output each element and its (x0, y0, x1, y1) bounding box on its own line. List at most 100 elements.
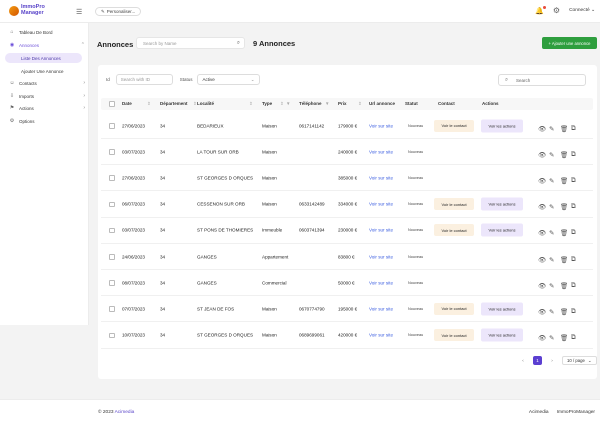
current-page-button[interactable]: 1 (533, 356, 542, 365)
row-checkbox[interactable] (109, 149, 115, 155)
duplicate-icon[interactable]: ⧉ (571, 176, 576, 184)
next-page-icon[interactable]: › (551, 358, 553, 363)
row-checkbox[interactable] (109, 227, 115, 234)
edit-icon[interactable]: ✎ (549, 256, 555, 264)
cell-url-link[interactable]: Voir sur site (369, 175, 393, 181)
duplicate-icon[interactable]: ⧉ (571, 307, 576, 315)
cell-url-link[interactable]: Voir sur site (369, 227, 393, 233)
view-contact-button[interactable]: Voir le contact (434, 224, 474, 237)
cell-url-link[interactable]: Voir sur site (369, 201, 393, 207)
view-icon[interactable]: 👁 (538, 256, 547, 264)
duplicate-icon[interactable]: ⧉ (571, 203, 576, 211)
edit-icon[interactable]: ✎ (549, 230, 555, 238)
personalize-button[interactable]: ✎ Personaliser... (95, 7, 142, 16)
edit-icon[interactable]: ✎ (549, 282, 555, 290)
cell-url-link[interactable]: Voir sur site (369, 123, 393, 128)
delete-icon[interactable]: 🗑 (560, 230, 569, 238)
table-search-input[interactable]: ⌕ Search (498, 74, 586, 86)
sort-prix-icon[interactable]: ⇕ (358, 101, 362, 106)
col-type[interactable]: Type (262, 101, 273, 106)
view-contact-button[interactable]: Voir le contact (434, 198, 474, 211)
page-size-select[interactable]: 10 / page ⌄ (562, 356, 597, 365)
logo[interactable]: ImmoPro Manager (9, 4, 45, 16)
status-select[interactable]: Active ⌄ (196, 74, 260, 85)
add-annonce-button[interactable]: + Ajouter une annonce (542, 37, 597, 49)
cell-url-link[interactable]: Voir sur site (369, 280, 393, 286)
view-contact-button[interactable]: Voir le contact (434, 119, 474, 132)
row-checkbox[interactable] (109, 332, 115, 339)
cell-url-link[interactable]: Voir sur site (369, 332, 393, 338)
sort-type-icon[interactable]: ⇕ (280, 101, 284, 106)
col-date[interactable]: Date (122, 101, 132, 106)
row-checkbox[interactable] (109, 201, 115, 208)
col-prix[interactable]: Prix (338, 101, 347, 106)
view-icon[interactable]: 👁 (538, 308, 547, 316)
duplicate-icon[interactable]: ⧉ (571, 124, 576, 132)
sidebar-item-options[interactable]: ⚙ Options (9, 118, 85, 124)
sidebar-subitem-ajouter-annonce[interactable]: Ajouter Une Annonce (5, 66, 82, 76)
user-status-menu[interactable]: Connecté ⌄ (569, 8, 595, 13)
delete-icon[interactable]: 🗑 (560, 308, 569, 316)
duplicate-icon[interactable]: ⧉ (571, 150, 576, 158)
row-checkbox[interactable] (109, 175, 115, 181)
sidebar-item-imports[interactable]: ⇩ Imports › (9, 93, 85, 99)
sidebar-item-actions[interactable]: ⚑ Actions › (9, 105, 85, 111)
view-icon[interactable]: 👁 (538, 177, 547, 185)
view-contact-button[interactable]: Voir le contact (434, 302, 474, 315)
row-checkbox[interactable] (109, 123, 115, 129)
delete-icon[interactable]: 🗑 (560, 282, 569, 290)
view-actions-button[interactable]: Voir les actions (481, 328, 523, 342)
name-search-input[interactable]: Search by Name ⌕ (136, 37, 245, 49)
menu-toggle-icon[interactable]: ☰ (76, 9, 83, 16)
view-icon[interactable]: 👁 (538, 125, 547, 133)
sort-date-icon[interactable]: ⇕ (147, 101, 151, 106)
view-actions-button[interactable]: Voir les actions (481, 223, 523, 237)
search-icon[interactable]: ⌕ (236, 40, 240, 46)
sort-departement-icon[interactable]: ⇕ (193, 101, 197, 106)
cell-url-link[interactable]: Voir sur site (369, 149, 393, 155)
duplicate-icon[interactable]: ⧉ (571, 255, 576, 263)
view-actions-button[interactable]: Voir les actions (481, 119, 523, 132)
footer-link-acimedia[interactable]: Acimedia (528, 410, 549, 415)
sidebar-subitem-liste-annonces[interactable]: Liste Des Annonces (5, 53, 82, 63)
duplicate-icon[interactable]: ⧉ (571, 229, 576, 237)
select-all-checkbox[interactable] (109, 101, 115, 107)
delete-icon[interactable]: 🗑 (560, 204, 569, 212)
edit-icon[interactable]: ✎ (549, 125, 555, 133)
delete-icon[interactable]: 🗑 (560, 151, 569, 159)
delete-icon[interactable]: 🗑 (560, 177, 569, 185)
row-checkbox[interactable] (109, 280, 115, 286)
duplicate-icon[interactable]: ⧉ (571, 334, 576, 342)
cell-url-link[interactable]: Voir sur site (369, 254, 393, 259)
delete-icon[interactable]: 🗑 (560, 125, 569, 133)
footer-brand-link[interactable]: Acimedia (114, 410, 135, 415)
view-icon[interactable]: 👁 (538, 204, 547, 212)
notification-bell-icon[interactable]: 🔔 (535, 5, 546, 15)
id-search-input[interactable]: Search with ID (115, 74, 173, 85)
col-localite[interactable]: Localité (197, 101, 215, 106)
view-actions-button[interactable]: Voir les actions (481, 302, 523, 316)
col-telephone[interactable]: Téléphone (299, 101, 322, 106)
filter-telephone-icon[interactable]: ▼ (325, 101, 330, 106)
view-icon[interactable]: 👁 (538, 230, 547, 238)
prev-page-icon[interactable]: ‹ (522, 358, 524, 363)
col-departement[interactable]: Département (160, 101, 188, 106)
row-checkbox[interactable] (109, 306, 115, 312)
delete-icon[interactable]: 🗑 (560, 335, 569, 343)
view-icon[interactable]: 👁 (538, 335, 547, 343)
duplicate-icon[interactable]: ⧉ (571, 281, 576, 289)
view-actions-button[interactable]: Voir les actions (481, 197, 523, 211)
view-icon[interactable]: 👁 (538, 151, 547, 159)
gear-icon[interactable]: ⚙ (552, 6, 561, 15)
sidebar-item-annonces[interactable]: ◉ Annonces ⌃ (9, 42, 85, 48)
edit-icon[interactable]: ✎ (549, 177, 555, 185)
edit-icon[interactable]: ✎ (549, 308, 555, 316)
row-checkbox[interactable] (109, 254, 115, 260)
edit-icon[interactable]: ✎ (549, 204, 555, 212)
footer-link-immopromanager[interactable]: ImmoProManager (556, 410, 595, 415)
view-contact-button[interactable]: Voir le contact (434, 329, 474, 342)
sidebar-item-contacts[interactable]: ☺ Contacts › (9, 80, 85, 86)
filter-type-icon[interactable]: ▼ (286, 101, 291, 106)
sort-localite-icon[interactable]: ⇕ (249, 101, 253, 106)
edit-icon[interactable]: ✎ (549, 335, 555, 343)
